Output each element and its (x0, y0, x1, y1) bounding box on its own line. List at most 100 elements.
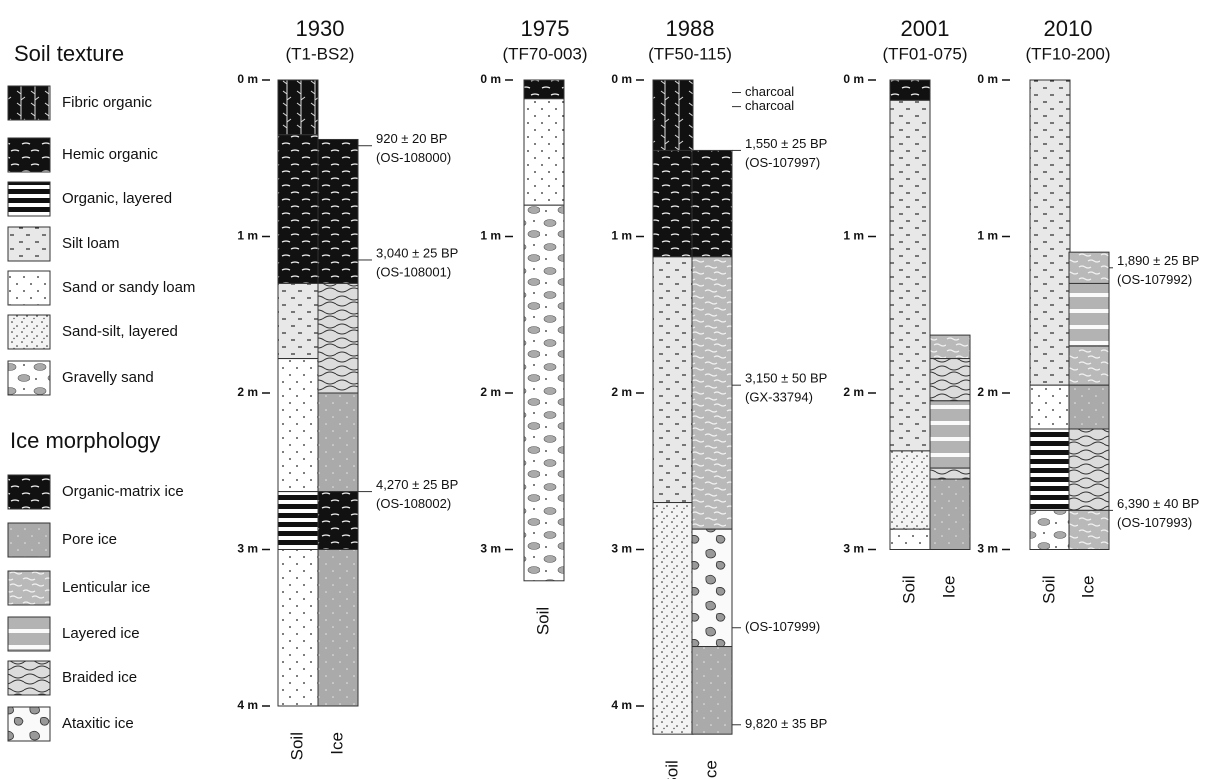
depth-label: 3 m (480, 542, 501, 556)
figure: Soil texture Ice morphology Fibric organ… (0, 0, 1228, 779)
column-label: Ice (939, 576, 958, 599)
column-label: Ice (701, 760, 720, 779)
depth-label: 2 m (480, 385, 501, 399)
core-code: (TF70-003) (502, 44, 587, 63)
legend-swatch (8, 661, 50, 695)
column-label: Soil (287, 732, 306, 760)
ice-layer (692, 257, 732, 529)
annotation-text: (OS-108000) (376, 150, 451, 165)
column-label: Ice (327, 732, 346, 755)
depth-label: 1 m (480, 229, 501, 243)
legend-swatch (8, 227, 50, 261)
soil-layer (890, 529, 930, 549)
depth-label: 2 m (977, 385, 998, 399)
ice-layer (692, 150, 732, 256)
ice-layer (692, 529, 732, 646)
soil-layer (890, 80, 930, 100)
legend-label: Silt loam (62, 235, 120, 252)
depth-label: 0 m (611, 72, 632, 86)
core-code: (T1-BS2) (286, 44, 355, 63)
annotation-text: 3,040 ± 25 BP (376, 245, 458, 260)
soil-layer (278, 359, 318, 492)
legend-label: Lenticular ice (62, 579, 150, 596)
column-label: Soil (533, 607, 552, 635)
ice-layer (1069, 252, 1109, 283)
soil-layer (890, 100, 930, 451)
depth-label: 1 m (977, 229, 998, 243)
legend-swatch (8, 315, 50, 349)
legend-swatch (8, 361, 50, 395)
ice-layer (1069, 510, 1109, 549)
annotation-text: 1,550 ± 25 BP (745, 136, 827, 151)
depth-label: 0 m (237, 72, 258, 86)
soil-layer (653, 80, 693, 150)
ice-layer (1069, 385, 1109, 429)
ice-layer (1069, 429, 1109, 510)
soil-layer (278, 550, 318, 707)
soil-layer (1030, 385, 1070, 429)
annotation-text: charcoal (745, 98, 794, 113)
depth-label: 1 m (237, 229, 258, 243)
legend-swatch (8, 182, 50, 216)
legend-title: Soil texture (14, 41, 124, 66)
ice-layer (930, 359, 970, 401)
core-code: (TF10-200) (1025, 44, 1110, 63)
annotation-text: 1,890 ± 25 BP (1117, 253, 1199, 268)
legend-label: Organic, layered (62, 190, 172, 207)
annotation-text: 4,270 ± 25 BP (376, 477, 458, 492)
legend-label: Gravelly sand (62, 369, 154, 386)
soil-layer (278, 135, 318, 284)
annotation-text: charcoal (745, 84, 794, 99)
depth-label: 1 m (843, 229, 864, 243)
ice-layer (318, 139, 358, 283)
ice-layer (318, 550, 358, 707)
soil-layer (1030, 80, 1070, 385)
legend-swatch (8, 707, 50, 741)
depth-label: 3 m (611, 542, 632, 556)
column-label: Ice (1078, 576, 1097, 599)
annotation-text: 3,150 ± 50 BP (745, 371, 827, 386)
column-label: Soil (1039, 576, 1058, 604)
core-year: 1975 (521, 16, 570, 41)
soil-layer (524, 205, 564, 581)
column-label: Soil (899, 576, 918, 604)
legend-label: Hemic organic (62, 146, 158, 163)
soil-layer (1030, 510, 1070, 549)
annotation-text: (OS-107999) (745, 619, 820, 634)
legend-label: Pore ice (62, 531, 117, 548)
depth-label: 3 m (977, 542, 998, 556)
soil-layer (653, 150, 693, 256)
core-year: 2010 (1044, 16, 1093, 41)
annotation-text: (GX-33794) (745, 390, 813, 405)
ice-layer (318, 492, 358, 550)
legend-swatch (8, 475, 50, 509)
legend-label: Fibric organic (62, 94, 153, 111)
ice-layer (930, 468, 970, 479)
annotation-text: 9,820 ± 35 BP (745, 716, 827, 731)
legend-label: Sand or sandy loam (62, 279, 195, 296)
soil-layer (653, 257, 693, 503)
depth-label: 3 m (843, 542, 864, 556)
annotation-text: (OS-108002) (376, 496, 451, 511)
depth-label: 0 m (480, 72, 501, 86)
legend-swatch (8, 138, 50, 172)
core-code: (TF01-075) (882, 44, 967, 63)
depth-label: 4 m (611, 698, 632, 712)
legend-title: Ice morphology (10, 428, 160, 453)
ice-layer (318, 283, 358, 393)
annotation-text: (OS-107992) (1117, 272, 1192, 287)
column-label: Soil (662, 760, 681, 779)
depth-label: 2 m (611, 385, 632, 399)
ice-layer (692, 647, 732, 735)
soil-layer (524, 99, 564, 205)
core-year: 1988 (666, 16, 715, 41)
legend-label: Sand-silt, layered (62, 323, 178, 340)
legend-label: Organic-matrix ice (62, 483, 184, 500)
ice-layer (1069, 283, 1109, 346)
ice-layer (930, 479, 970, 549)
ice-layer (930, 335, 970, 358)
depth-label: 0 m (843, 72, 864, 86)
annotation-text: (OS-107997) (745, 155, 820, 170)
legend-swatch (8, 271, 50, 305)
core-code: (TF50-115) (648, 44, 732, 63)
